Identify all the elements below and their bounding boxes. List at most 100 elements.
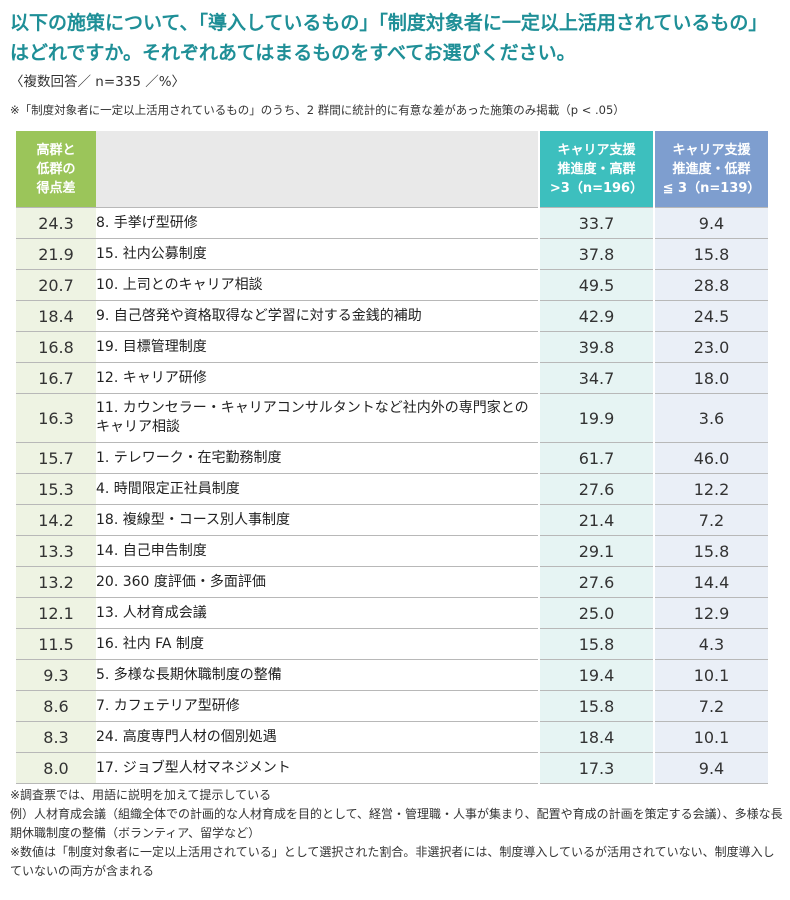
measure-name-cell: 24. 高度専門人材の個別処遇 bbox=[96, 721, 539, 753]
high-group-cell: 25.0 bbox=[538, 597, 654, 629]
low-group-cell: 7.2 bbox=[653, 690, 768, 722]
measure-name-cell: 11. カウンセラー・キャリアコンサルタントなど社内外の専門家とのキャリア相談 bbox=[96, 393, 539, 443]
measure-name-cell: 10. 上司とのキャリア相談 bbox=[96, 269, 539, 301]
low-group-cell: 46.0 bbox=[653, 442, 768, 474]
high-group-cell: 27.6 bbox=[538, 473, 654, 505]
page-title: 以下の施策について、「導入しているもの」「制度対象者に一定以上活用されているもの… bbox=[10, 12, 768, 64]
table-row: 15.3 4. 時間限定正社員制度 27.6 12.2 bbox=[16, 473, 768, 505]
header-measure bbox=[96, 131, 539, 208]
table-row: 9.3 5. 多様な長期休職制度の整備 19.4 10.1 bbox=[16, 659, 768, 691]
score-diff-cell: 8.6 bbox=[16, 690, 96, 722]
low-group-cell: 18.0 bbox=[653, 362, 768, 394]
measure-name-cell: 20. 360 度評価・多面評価 bbox=[96, 566, 539, 598]
table-row: 21.9 15. 社内公募制度 37.8 15.8 bbox=[16, 238, 768, 270]
table-row: 18.4 9. 自己啓発や資格取得など学習に対する金銭的補助 42.9 24.5 bbox=[16, 300, 768, 332]
table-row: 13.3 14. 自己申告制度 29.1 15.8 bbox=[16, 535, 768, 567]
measure-name-cell: 19. 目標管理制度 bbox=[96, 331, 539, 363]
measure-name-cell: 12. キャリア研修 bbox=[96, 362, 539, 394]
table-row: 14.2 18. 複線型・コース別人事制度 21.4 7.2 bbox=[16, 504, 768, 536]
low-group-cell: 12.2 bbox=[653, 473, 768, 505]
score-diff-cell: 20.7 bbox=[16, 269, 96, 301]
high-group-cell: 34.7 bbox=[538, 362, 654, 394]
high-group-cell: 15.8 bbox=[538, 628, 654, 660]
table-row: 8.6 7. カフェテリア型研修 15.8 7.2 bbox=[16, 690, 768, 722]
table-row: 8.3 24. 高度専門人材の個別処遇 18.4 10.1 bbox=[16, 721, 768, 753]
measure-name-cell: 9. 自己啓発や資格取得など学習に対する金銭的補助 bbox=[96, 300, 539, 332]
header-score-diff: 高群と 低群の 得点差 bbox=[16, 131, 96, 208]
score-diff-cell: 8.3 bbox=[16, 721, 96, 753]
score-diff-cell: 13.2 bbox=[16, 566, 96, 598]
score-diff-cell: 13.3 bbox=[16, 535, 96, 567]
table-row: 24.3 8. 手挙げ型研修 33.7 9.4 bbox=[16, 207, 768, 239]
low-group-cell: 7.2 bbox=[653, 504, 768, 536]
measure-name-cell: 1. テレワーク・在宅勤務制度 bbox=[96, 442, 539, 474]
table-row: 11.5 16. 社内 FA 制度 15.8 4.3 bbox=[16, 628, 768, 660]
measure-name-cell: 13. 人材育成会議 bbox=[96, 597, 539, 629]
low-group-cell: 9.4 bbox=[653, 752, 768, 784]
low-group-cell: 10.1 bbox=[653, 721, 768, 753]
high-group-cell: 19.9 bbox=[538, 393, 654, 443]
high-group-cell: 27.6 bbox=[538, 566, 654, 598]
table-row: 16.3 11. カウンセラー・キャリアコンサルタントなど社内外の専門家とのキャリ… bbox=[16, 393, 768, 443]
score-diff-cell: 21.9 bbox=[16, 238, 96, 270]
high-group-cell: 61.7 bbox=[538, 442, 654, 474]
score-diff-cell: 9.3 bbox=[16, 659, 96, 691]
score-diff-cell: 15.3 bbox=[16, 473, 96, 505]
low-group-cell: 14.4 bbox=[653, 566, 768, 598]
low-group-cell: 15.8 bbox=[653, 238, 768, 270]
header-high-group: キャリア支援 推進度・高群 >3（n=196） bbox=[538, 131, 654, 208]
table-row: 20.7 10. 上司とのキャリア相談 49.5 28.8 bbox=[16, 269, 768, 301]
measure-name-cell: 4. 時間限定正社員制度 bbox=[96, 473, 539, 505]
low-group-cell: 4.3 bbox=[653, 628, 768, 660]
header-low-group: キャリア支援 推進度・低群 ≦ 3（n=139） bbox=[653, 131, 768, 208]
footnote: 例）人材育成会議（組織全体での計画的な人材育成を目的として、経営・管理職・人事が… bbox=[10, 807, 783, 840]
measure-name-cell: 5. 多様な長期休職制度の整備 bbox=[96, 659, 539, 691]
low-group-cell: 15.8 bbox=[653, 535, 768, 567]
high-group-cell: 33.7 bbox=[538, 207, 654, 239]
high-group-cell: 49.5 bbox=[538, 269, 654, 301]
table-row: 8.0 17. ジョブ型人材マネジメント 17.3 9.4 bbox=[16, 752, 768, 784]
high-group-cell: 39.8 bbox=[538, 331, 654, 363]
low-group-cell: 10.1 bbox=[653, 659, 768, 691]
low-group-cell: 23.0 bbox=[653, 331, 768, 363]
score-diff-cell: 16.8 bbox=[16, 331, 96, 363]
score-diff-cell: 14.2 bbox=[16, 504, 96, 536]
table-body: 24.3 8. 手挙げ型研修 33.7 9.4 21.9 15. 社内公募制度 37.8 15… bbox=[16, 207, 768, 784]
high-group-cell: 37.8 bbox=[538, 238, 654, 270]
measure-name-cell: 14. 自己申告制度 bbox=[96, 535, 539, 567]
high-group-cell: 42.9 bbox=[538, 300, 654, 332]
measure-name-cell: 8. 手挙げ型研修 bbox=[96, 207, 539, 239]
low-group-cell: 12.9 bbox=[653, 597, 768, 629]
table-header-row: 高群と 低群の 得点差 キャリア支援 推進度・高群 >3（n=196） キャリア… bbox=[16, 131, 768, 208]
table-row: 13.2 20. 360 度評価・多面評価 27.6 14.4 bbox=[16, 566, 768, 598]
score-diff-cell: 15.7 bbox=[16, 442, 96, 474]
measure-name-cell: 15. 社内公募制度 bbox=[96, 238, 539, 270]
table-row: 15.7 1. テレワーク・在宅勤務制度 61.7 46.0 bbox=[16, 442, 768, 474]
score-diff-cell: 16.3 bbox=[16, 393, 96, 443]
table-row: 16.8 19. 目標管理制度 39.8 23.0 bbox=[16, 331, 768, 363]
score-diff-cell: 12.1 bbox=[16, 597, 96, 629]
footnotes: ※調査票では、用語に説明を加えて提示している 例）人材育成会議（組織全体での計画… bbox=[10, 786, 785, 881]
measure-name-cell: 18. 複線型・コース別人事制度 bbox=[96, 504, 539, 536]
score-diff-cell: 24.3 bbox=[16, 207, 96, 239]
high-group-cell: 17.3 bbox=[538, 752, 654, 784]
significance-note: ※「制度対象者に一定以上活用されているもの」のうち、2 群間に統計的に有意な差が… bbox=[10, 103, 625, 117]
table-row: 12.1 13. 人材育成会議 25.0 12.9 bbox=[16, 597, 768, 629]
score-diff-cell: 11.5 bbox=[16, 628, 96, 660]
low-group-cell: 9.4 bbox=[653, 207, 768, 239]
score-diff-cell: 16.7 bbox=[16, 362, 96, 394]
measure-name-cell: 17. ジョブ型人材マネジメント bbox=[96, 752, 539, 784]
footnote: ※調査票では、用語に説明を加えて提示している bbox=[10, 788, 272, 802]
low-group-cell: 3.6 bbox=[653, 393, 768, 443]
low-group-cell: 24.5 bbox=[653, 300, 768, 332]
score-diff-cell: 18.4 bbox=[16, 300, 96, 332]
high-group-cell: 21.4 bbox=[538, 504, 654, 536]
footnote: ※数値は「制度対象者に一定以上活用されている」として選択された割合。非選択者には… bbox=[10, 845, 775, 878]
table-row: 16.7 12. キャリア研修 34.7 18.0 bbox=[16, 362, 768, 394]
high-group-cell: 15.8 bbox=[538, 690, 654, 722]
high-group-cell: 19.4 bbox=[538, 659, 654, 691]
score-diff-cell: 8.0 bbox=[16, 752, 96, 784]
measure-name-cell: 16. 社内 FA 制度 bbox=[96, 628, 539, 660]
high-group-cell: 18.4 bbox=[538, 721, 654, 753]
